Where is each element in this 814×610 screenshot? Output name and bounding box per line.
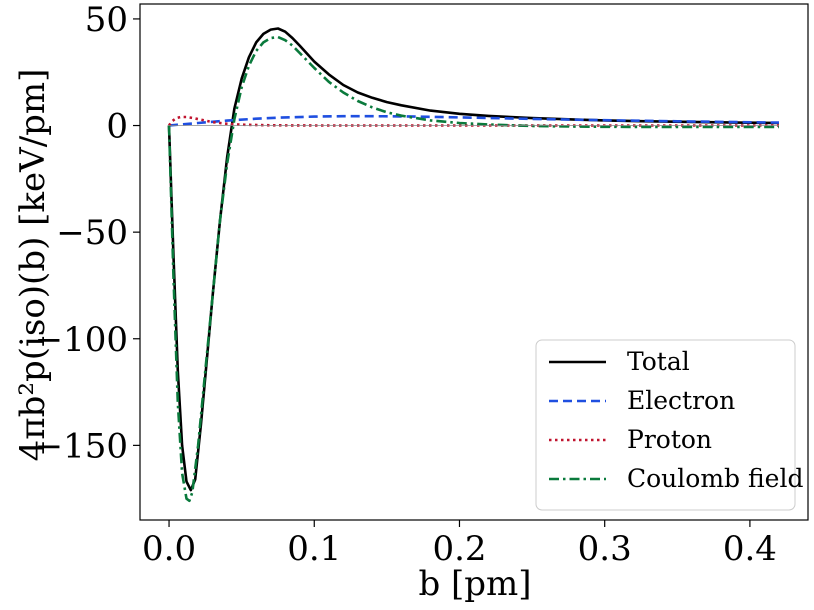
y-tick-label: −100 — [35, 320, 128, 360]
y-tick-label: −50 — [56, 213, 128, 253]
x-tick-label: 0.3 — [578, 529, 632, 569]
x-axis-label: b [pm] — [418, 564, 531, 604]
legend-items: Total Electron Proton Coulomb field — [549, 347, 803, 493]
legend-label: Total — [627, 347, 690, 376]
x-tick-label: 0.1 — [287, 529, 341, 569]
legend-label: Coulomb field — [627, 464, 803, 493]
legend-box — [535, 339, 796, 511]
y-tick-label: 50 — [85, 0, 128, 40]
legend: Total Electron Proton Coulomb field — [535, 339, 803, 511]
y-tick-label: 0 — [106, 107, 128, 147]
y-ticks: −150 −100 −50 0 50 — [35, 0, 140, 466]
x-tick-label: 0.0 — [142, 529, 196, 569]
y-tick-label: −150 — [35, 426, 128, 466]
x-tick-label: 0.4 — [723, 529, 777, 569]
series-line-electron — [168, 114, 780, 127]
plot-frame — [139, 3, 809, 521]
x-tick-label: 0.2 — [432, 529, 486, 569]
series-line-coulomb-field — [167, 35, 779, 503]
legend-label: Proton — [627, 425, 712, 454]
x-ticks: 0.0 0.1 0.2 0.3 0.4 — [142, 520, 777, 569]
legend-label: Electron — [627, 386, 735, 415]
y-axis-label: 4πb²p(iso)(b) [keV/pm] — [13, 69, 53, 462]
